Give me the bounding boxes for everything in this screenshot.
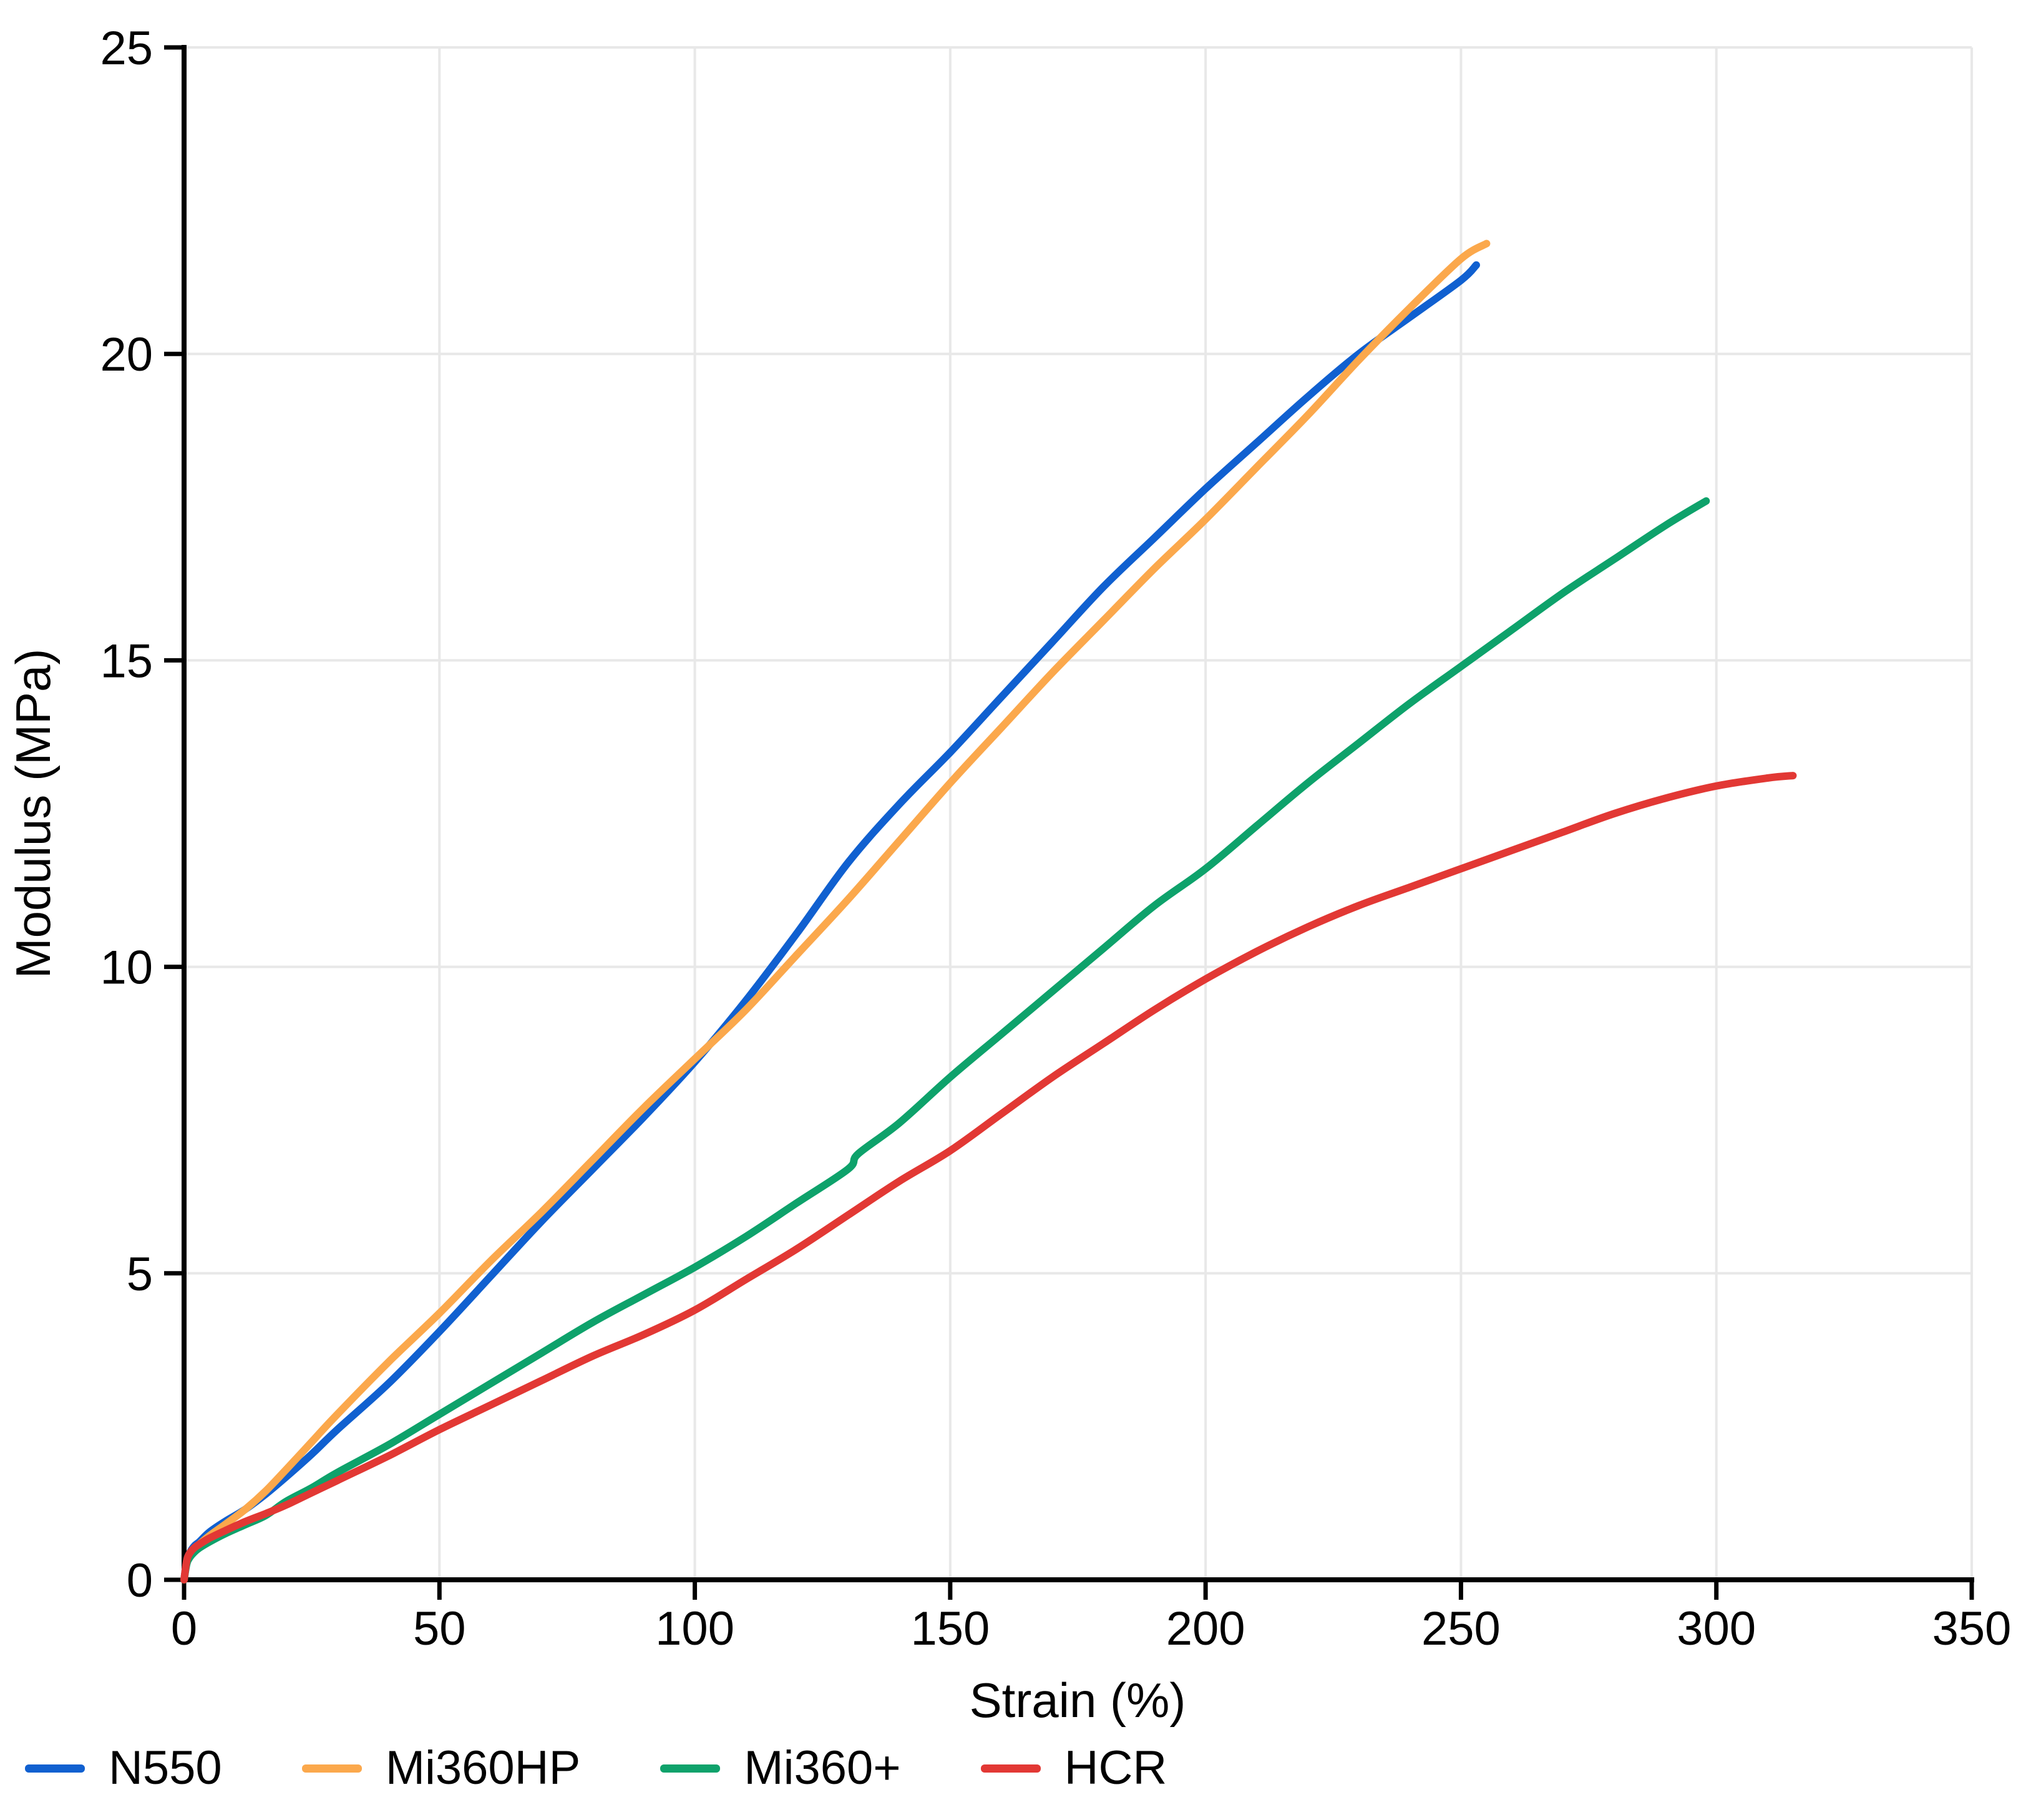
legend-swatch xyxy=(25,1764,85,1773)
x-tick-label: 250 xyxy=(1421,1602,1501,1655)
x-tick-label: 300 xyxy=(1677,1602,1756,1655)
x-axis-title: Strain (%) xyxy=(970,1673,1186,1728)
legend-item-hcr: HCR xyxy=(980,1741,1167,1794)
axes xyxy=(182,45,1974,1582)
x-tick-label: 50 xyxy=(413,1602,466,1655)
tick-labels: 0 50 100 150 200 250 300 350 0 5 10 15 20 25 xyxy=(100,22,2011,1655)
tick-marks xyxy=(164,45,1974,1600)
series-lines xyxy=(180,240,1797,1584)
legend-label: N550 xyxy=(109,1741,222,1794)
legend-item-mi360hp: Mi360HP xyxy=(301,1741,581,1794)
y-axis-title: Modulus (MPa) xyxy=(6,649,61,979)
legend-label: Mi360HP xyxy=(385,1741,581,1794)
gridlines xyxy=(184,46,1973,1580)
series-line-hcr xyxy=(180,772,1797,1584)
legend-swatch xyxy=(660,1764,721,1773)
x-tick-label: 350 xyxy=(1932,1602,2012,1655)
series-line-mi360 xyxy=(180,497,1710,1584)
y-tick-label: 0 xyxy=(127,1554,153,1607)
y-tick-label: 25 xyxy=(100,22,153,75)
legend-swatch xyxy=(980,1764,1041,1773)
legend: N550 Mi360HP Mi360+ HCR xyxy=(25,1745,1167,1792)
y-tick-label: 5 xyxy=(127,1248,153,1301)
x-tick-label: 100 xyxy=(655,1602,734,1655)
series-line-mi360hp xyxy=(180,240,1491,1584)
legend-item-n550: N550 xyxy=(25,1745,222,1792)
y-tick-label: 20 xyxy=(100,328,153,381)
x-tick-label: 0 xyxy=(171,1602,197,1655)
y-tick-label: 15 xyxy=(100,635,153,688)
x-tick-label: 150 xyxy=(910,1602,990,1655)
legend-item-mi360: Mi360+ xyxy=(660,1741,901,1794)
legend-label: HCR xyxy=(1064,1741,1167,1794)
legend-swatch xyxy=(301,1764,362,1773)
x-tick-label: 200 xyxy=(1166,1602,1245,1655)
legend-label: Mi360+ xyxy=(744,1741,901,1794)
y-tick-label: 10 xyxy=(100,942,153,995)
